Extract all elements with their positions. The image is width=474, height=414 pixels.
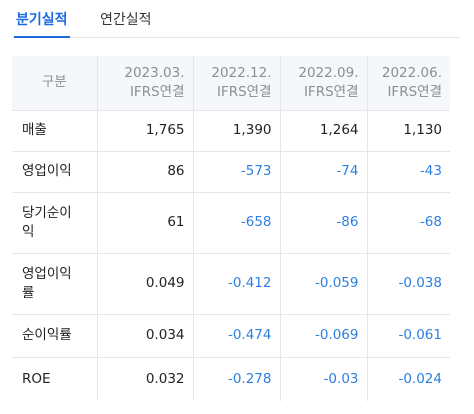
table-cell: -0.061 xyxy=(366,314,450,358)
table-cell: -573 xyxy=(192,151,280,193)
column-period: 2022.09. xyxy=(298,64,359,81)
row-label: 영업이익 률 xyxy=(12,253,97,315)
row-label-line: 률 xyxy=(22,284,35,301)
table-cell: -0.069 xyxy=(279,314,367,358)
table-cell: -86 xyxy=(279,192,367,254)
row-label-line: 당기순이 xyxy=(22,204,72,221)
table-cell: -0.474 xyxy=(192,314,280,358)
column-header: 2023.03. IFRS연결 xyxy=(96,56,193,111)
table-row: 영업이익 86 -573 -74 -43 xyxy=(12,151,450,193)
row-label-line: 영업이익 xyxy=(22,265,72,282)
column-period: 2022.12. xyxy=(211,64,272,81)
column-period: 2022.06. xyxy=(381,64,442,81)
tab-annual[interactable]: 연간실적 xyxy=(100,12,152,28)
table-cell: -74 xyxy=(279,151,367,193)
row-label-line: 영업이익 xyxy=(22,163,72,179)
financial-table: 구분 2023.03. IFRS연결 2022.12. IFRS연결 2022.… xyxy=(12,56,450,401)
table-cell: -0.03 xyxy=(279,357,367,401)
table-cell: 1,765 xyxy=(96,110,193,152)
table-cell: 86 xyxy=(96,151,193,193)
table-row: 순이익률 0.034 -0.474 -0.069 -0.061 xyxy=(12,314,450,358)
table-row: ROE 0.032 -0.278 -0.03 -0.024 xyxy=(12,357,450,401)
period-tabs: 분기실적 연간실적 xyxy=(14,0,460,38)
row-label: 매출 xyxy=(12,110,97,152)
column-period: 2023.03. xyxy=(124,64,185,81)
column-header: 2022.06. IFRS연결 xyxy=(366,56,450,111)
table-cell: -658 xyxy=(192,192,280,254)
tab-quarterly[interactable]: 분기실적 xyxy=(14,10,70,38)
table-cell: 1,264 xyxy=(279,110,367,152)
column-header: 2022.12. IFRS연결 xyxy=(192,56,280,111)
column-header: 2022.09. IFRS연결 xyxy=(279,56,367,111)
table-cell: -0.059 xyxy=(279,253,367,315)
table-row: 당기순이 익 61 -658 -86 -68 xyxy=(12,192,450,254)
table-cell: -0.412 xyxy=(192,253,280,315)
row-label: 순이익률 xyxy=(12,314,97,358)
table-cell: -43 xyxy=(366,151,450,193)
table-row: 영업이익 률 0.049 -0.412 -0.059 -0.038 xyxy=(12,253,450,315)
table-cell: 0.034 xyxy=(96,314,193,358)
column-basis: IFRS연결 xyxy=(129,83,185,100)
table-cell: -0.024 xyxy=(366,357,450,401)
table-cell: -0.038 xyxy=(366,253,450,315)
table-cell: -68 xyxy=(366,192,450,254)
column-basis: IFRS연결 xyxy=(216,83,272,100)
table-cell: -0.278 xyxy=(192,357,280,401)
table-cell: 1,390 xyxy=(192,110,280,152)
header-label: 구분 xyxy=(12,56,97,111)
table-cell: 0.049 xyxy=(96,253,193,315)
table-cell: 0.032 xyxy=(96,357,193,401)
column-basis: IFRS연결 xyxy=(387,83,442,100)
row-label: 영업이익 xyxy=(12,151,97,193)
row-label-line: ROE xyxy=(22,370,51,387)
row-label: 당기순이 익 xyxy=(12,192,97,254)
column-basis: IFRS연결 xyxy=(303,83,359,100)
row-label-line: 매출 xyxy=(22,122,47,138)
table-cell: 1,130 xyxy=(366,110,450,152)
row-label-line: 순이익률 xyxy=(22,327,72,343)
row-label-line: 익 xyxy=(22,223,35,240)
table-cell: 61 xyxy=(96,192,193,254)
table-row: 매출 1,765 1,390 1,264 1,130 xyxy=(12,110,450,152)
header-row: 구분 2023.03. IFRS연결 2022.12. IFRS연결 2022.… xyxy=(12,56,450,111)
row-label: ROE xyxy=(12,357,97,401)
